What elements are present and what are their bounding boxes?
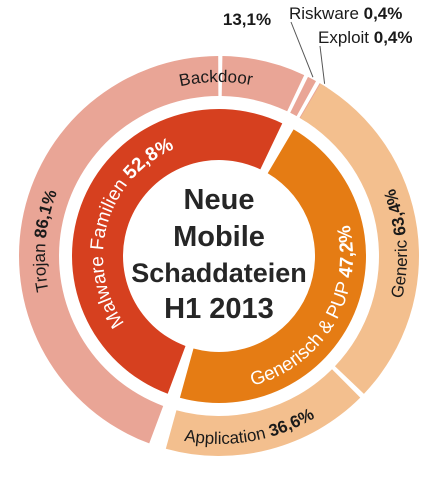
- outer-trojan-name: Trojan: [30, 238, 52, 294]
- inner-slice-malware-familien: [71, 108, 283, 394]
- outer-backdoor-percent: 13,1%: [223, 10, 271, 29]
- leader-exploit: [319, 45, 326, 84]
- outer-riskware-name: Riskware: [289, 4, 364, 23]
- outer-exploit-value: 0,4%: [374, 28, 413, 47]
- outer-backdoor-name: Backdoor: [177, 67, 254, 90]
- outer-slice-backdoor: [221, 56, 305, 112]
- inner-ring: [71, 108, 367, 404]
- inner-slice-generisch-pup: [179, 129, 367, 404]
- leader-riskware: [290, 21, 314, 78]
- outer-slice-generic: [300, 83, 419, 394]
- outer-slice-application: [165, 369, 361, 456]
- outer-exploit-name: Exploit: [318, 28, 374, 47]
- center-text: Neue Mobile Schaddateien H1 2013: [131, 184, 307, 325]
- outer-slice-riskware: [290, 76, 317, 117]
- outer-riskware-label: Riskware 0,4%: [289, 4, 402, 23]
- center-line-4: H1 2013: [164, 293, 274, 325]
- center-line-1: Neue: [184, 184, 255, 216]
- outer-generic-name: Generic: [387, 234, 411, 299]
- outer-slice-trojan: [19, 56, 219, 444]
- center-line-2: Mobile: [173, 221, 265, 253]
- outer-exploit-label: Exploit 0,4%: [318, 28, 413, 47]
- inner-generisch-value: 47,2%: [334, 224, 358, 279]
- outer-backdoor-label: Backdoor: [177, 67, 254, 90]
- outer-ring: [19, 56, 419, 456]
- center-line-3: Schaddateien: [131, 258, 307, 288]
- outer-riskware-value: 0,4%: [364, 4, 403, 23]
